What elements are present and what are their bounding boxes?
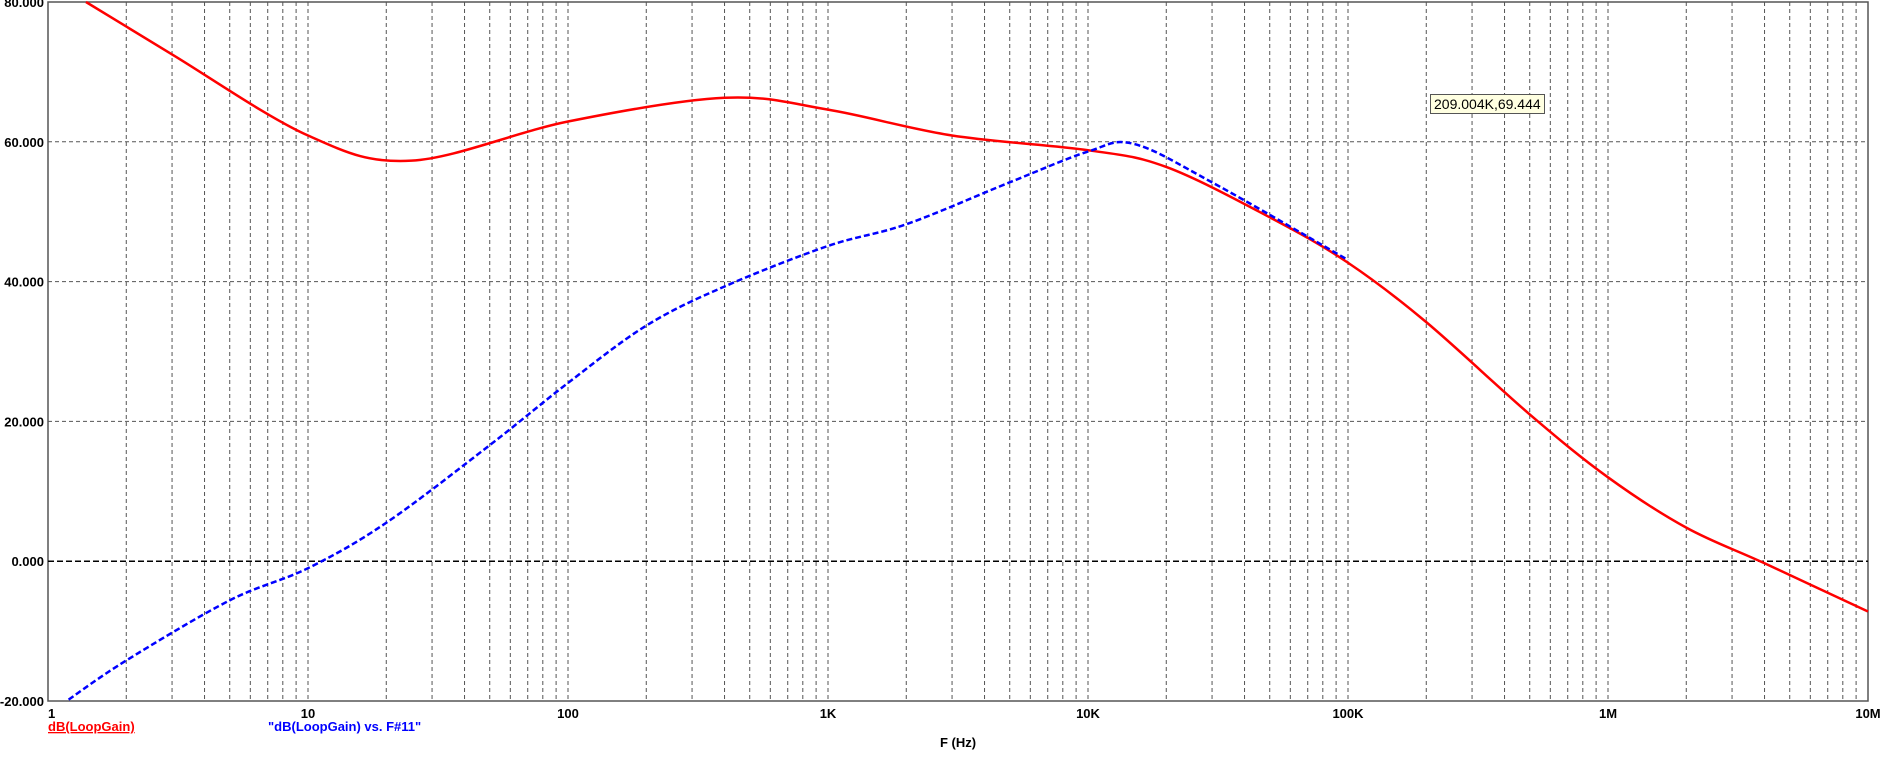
legend-entry-0[interactable]: dB(LoopGain): [48, 719, 135, 734]
plot-frame: [47, 1, 1869, 702]
x-tick-label: 1: [48, 706, 55, 721]
x-tick-label: 100: [557, 706, 579, 721]
y-tick-label: 40.000: [4, 275, 44, 290]
series-line-0: [85, 0, 1869, 613]
y-tick-label: 80.000: [4, 0, 44, 10]
y-tick-label: 0.000: [11, 554, 44, 569]
x-tick-label: 1M: [1599, 706, 1617, 721]
y-tick-label: 20.000: [4, 414, 44, 429]
x-tick-label: 10K: [1076, 706, 1100, 721]
y-tick-label: -20.000: [0, 694, 44, 709]
legend-entry-1[interactable]: "dB(LoopGain) vs. F#11": [268, 719, 421, 734]
x-tick-label: 100K: [1332, 706, 1364, 721]
series-line-1: [67, 140, 1349, 701]
y-tick-label: 60.000: [4, 135, 44, 150]
x-tick-label: 10: [301, 706, 315, 721]
x-tick-label: 1K: [820, 706, 837, 721]
cursor-readout-tooltip: 209.004K,69.444: [1430, 94, 1545, 114]
x-tick-label: 10M: [1855, 706, 1880, 721]
x-axis-label: F (Hz): [940, 735, 976, 750]
